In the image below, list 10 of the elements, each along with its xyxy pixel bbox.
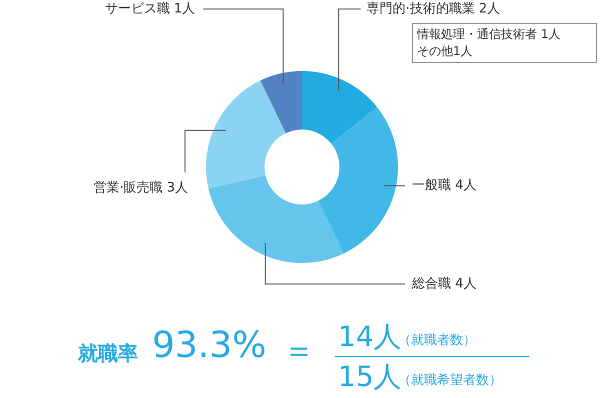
slice-label: 総合職 4人 <box>411 276 476 292</box>
text: その他1人 <box>417 44 473 58</box>
text: 就職率 <box>78 340 138 367</box>
slice-label: 一般職 4人 <box>412 178 476 194</box>
slice-label: サービス職 1人 <box>104 1 196 16</box>
slice-label: 営業·販売職 3人 <box>93 180 188 196</box>
text: 93.3% <box>152 325 266 366</box>
text: ＝ <box>283 330 315 371</box>
slice-label: 専門的·技術的職業 2人 <box>366 1 500 16</box>
text: 情報処理・通信技術者 1人 <box>417 27 560 41</box>
